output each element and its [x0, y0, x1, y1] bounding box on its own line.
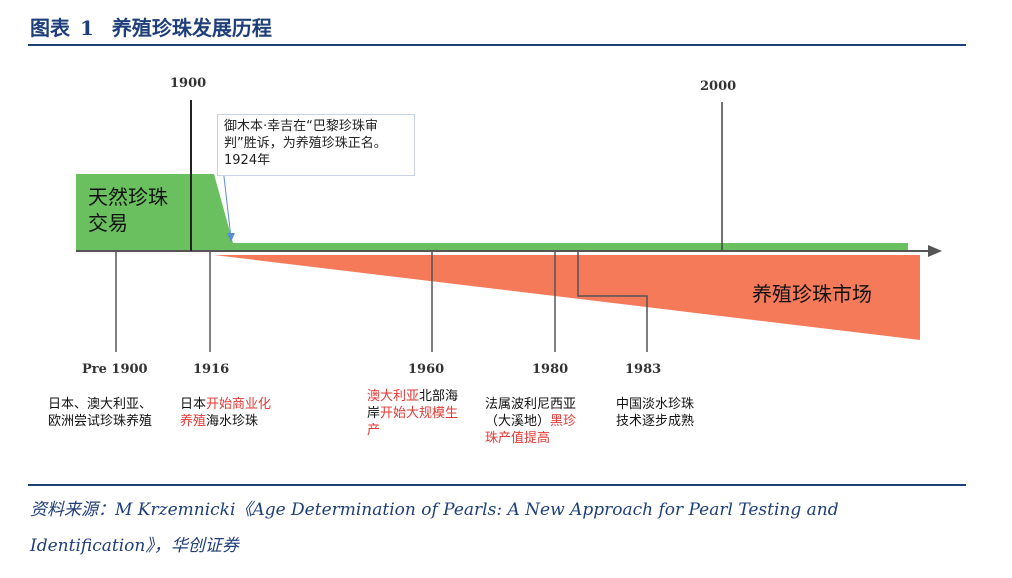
natural-pearl-label-line2: 交易 — [88, 211, 128, 235]
event-1980-line2a: （大溪地） — [485, 414, 551, 429]
event-1960-part-b: 北部海 — [419, 389, 459, 404]
event-1916-part-c: 养殖 — [180, 414, 207, 429]
note-line1: 御木本·幸吉在“巴黎珍珠审 — [224, 119, 378, 134]
note-line2: 判”胜诉，为养殖珍珠正名。 — [224, 136, 387, 151]
event-1983-line1: 中国淡水珍珠 — [616, 397, 695, 412]
natural-pearl-label-line1: 天然珍珠 — [88, 185, 168, 209]
note-box: 御木本·幸吉在“巴黎珍珠审 判”胜诉，为养殖珍珠正名。 1924年 — [217, 114, 415, 176]
year-label-1900: 1900 — [170, 76, 207, 91]
timeline-diagram — [76, 100, 942, 352]
event-1960-part-a: 澳大利亚 — [367, 389, 420, 404]
year-label-1916: 1916 — [193, 362, 230, 377]
cultured-pearl-wedge — [214, 255, 920, 340]
event-1960-part-c: 岸 — [367, 406, 381, 421]
event-1983-line2: 技术逐步成熟 — [616, 414, 695, 429]
source-line2: Identification》，华创证券 — [30, 536, 239, 556]
event-1983: 中国淡水珍珠 技术逐步成熟 — [616, 396, 694, 430]
source-line1: 资料来源：M Krzemnicki《Age Determination of P… — [30, 500, 839, 520]
event-pre1900-line2: 欧洲尝试珍珠养殖 — [48, 414, 153, 429]
natural-pearl-label: 天然珍珠 交易 — [88, 184, 168, 236]
event-1960-part-d: 开始大规模生 — [380, 406, 459, 421]
event-1916: 日本开始商业化 养殖海水珍珠 — [180, 396, 271, 430]
connector-1983 — [577, 251, 648, 352]
event-1960: 澳大利亚北部海 岸开始大规模生 产 — [367, 388, 458, 439]
event-1916-part-b: 开始商业化 — [206, 397, 272, 412]
figure-title-text: 养殖珍珠发展历程 — [111, 16, 272, 40]
year-label-1960: 1960 — [408, 362, 445, 377]
bottom-rule — [28, 484, 966, 486]
event-pre1900: 日本、澳大利亚、 欧洲尝试珍珠养殖 — [48, 396, 152, 430]
note-pointer-arrowhead — [227, 233, 235, 242]
timeline-axis-arrow — [928, 245, 942, 257]
year-label-2000: 2000 — [700, 79, 737, 94]
note-line3: 1924年 — [224, 153, 271, 168]
event-1980-line2b: 黑珍 — [550, 414, 577, 429]
year-label-1983: 1983 — [625, 362, 662, 377]
cultured-pearl-label: 养殖珍珠市场 — [752, 282, 872, 306]
figure-title: 图表 1 养殖珍珠发展历程 — [30, 12, 272, 41]
event-1980-line1: 法属波利尼西亚 — [485, 397, 577, 412]
event-1916-part-d: 海水珍珠 — [206, 414, 259, 429]
figure-label: 图表 — [30, 16, 70, 40]
note-pointer-arrow — [222, 167, 232, 239]
event-pre1900-line1: 日本、澳大利亚、 — [48, 397, 153, 412]
year-label-1980: 1980 — [532, 362, 569, 377]
figure-number: 1 — [80, 16, 94, 40]
source-note: 资料来源：M Krzemnicki《Age Determination of P… — [30, 492, 930, 564]
event-1980: 法属波利尼西亚 （大溪地）黑珍 珠产值提高 — [485, 396, 576, 447]
event-1960-part-e: 产 — [367, 423, 381, 438]
top-rule — [28, 44, 966, 46]
natural-pearl-area — [76, 174, 908, 251]
event-1916-part-a: 日本 — [180, 397, 207, 412]
event-1980-line3: 珠产值提高 — [485, 431, 551, 446]
year-label-pre1900: Pre 1900 — [82, 362, 148, 377]
